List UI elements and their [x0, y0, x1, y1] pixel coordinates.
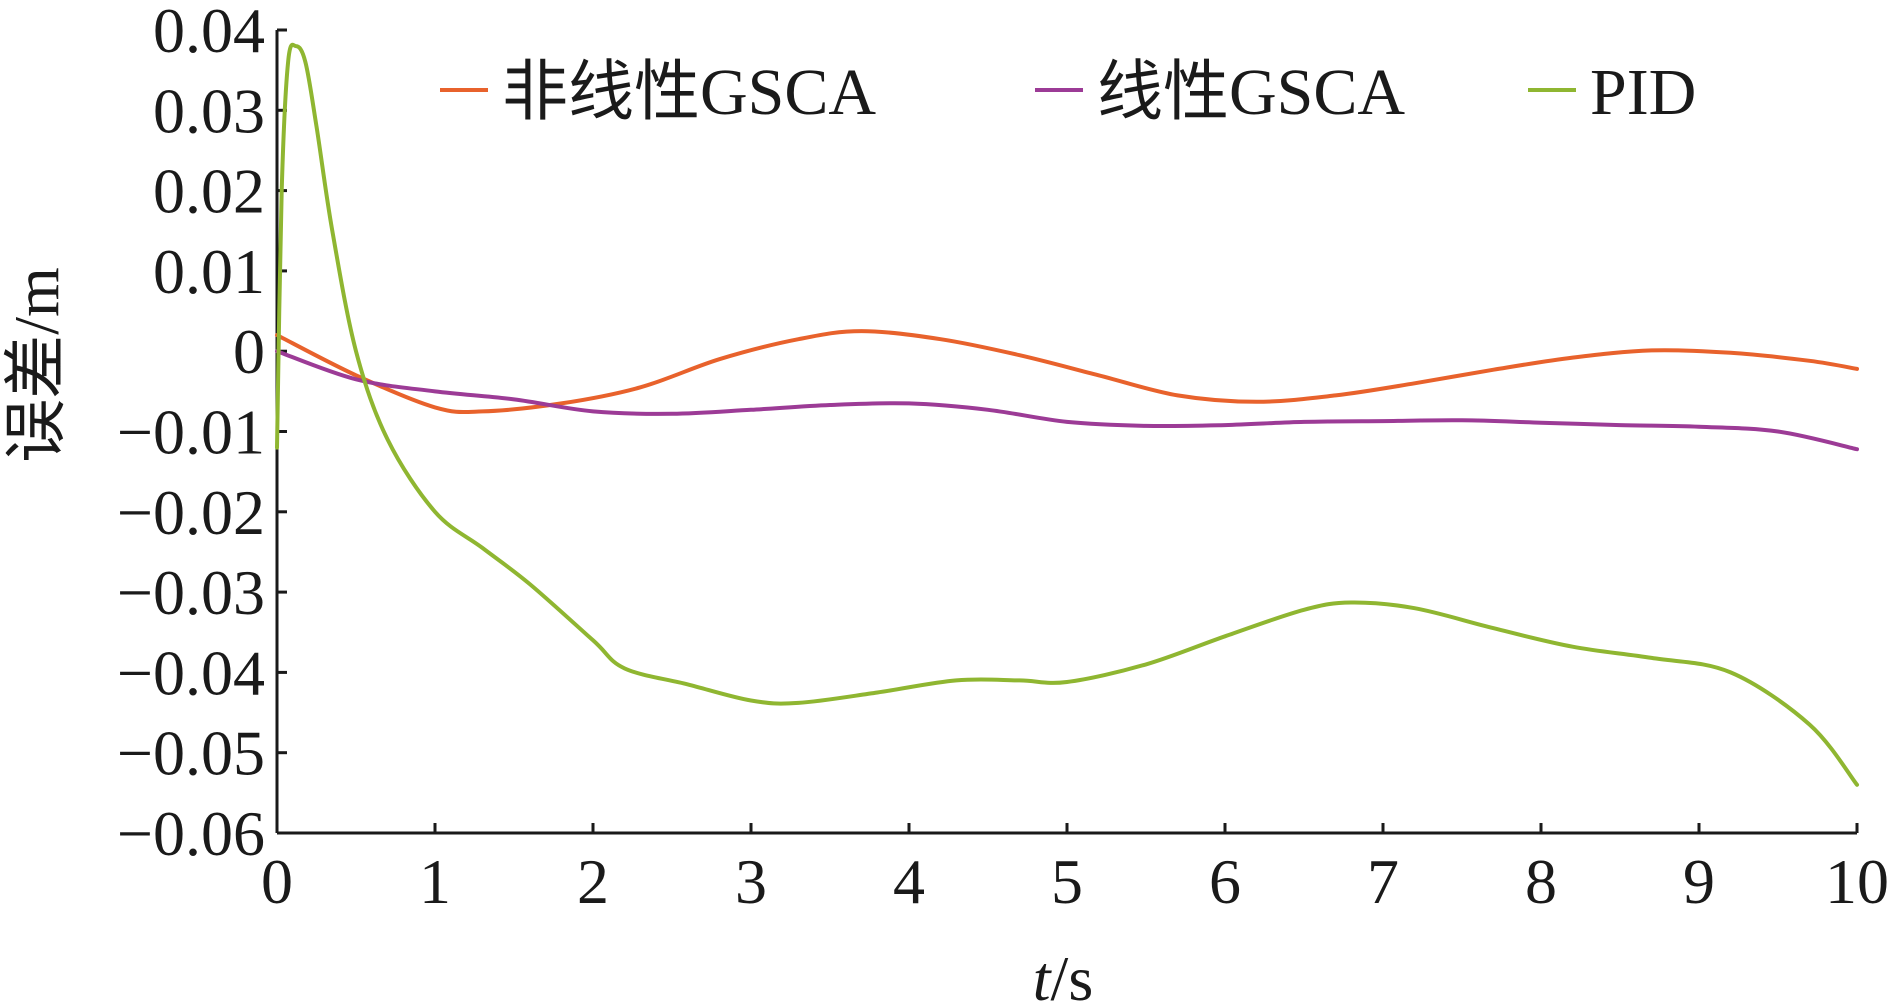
x-axis-title-unit: /s — [1051, 943, 1094, 1006]
y-tick-label: −0.05 — [117, 718, 265, 789]
x-tick-label: 5 — [1051, 846, 1083, 917]
y-axis-title: 误差/m — [1, 267, 72, 463]
x-ticks: 0 1 2 3 4 5 6 7 8 9 10 — [261, 823, 1889, 917]
x-axis-title: t/s — [1033, 943, 1093, 1006]
series-line-linear-gsca — [275, 349, 1859, 452]
x-tick-label: 10 — [1825, 846, 1889, 917]
y-tick-label: −0.04 — [117, 637, 265, 708]
y-tick-label: 0.02 — [153, 156, 265, 227]
x-tick-label: 0 — [261, 846, 293, 917]
y-tick-label: −0.06 — [117, 798, 265, 869]
legend-label-pid: PID — [1590, 56, 1696, 129]
y-ticks: 0.04 0.03 0.02 0.01 0 −0.01 −0.02 −0.03 −0.04 −0.… — [117, 0, 287, 869]
y-tick-label: −0.01 — [117, 397, 265, 468]
y-tick-label: 0.03 — [153, 75, 265, 146]
x-tick-label: 3 — [735, 846, 767, 917]
x-tick-label: 6 — [1209, 846, 1241, 917]
series-line-pid — [275, 42, 1859, 787]
x-axis-title-variable: t — [1033, 943, 1053, 1006]
y-tick-label: −0.02 — [117, 477, 265, 548]
x-tick-label: 2 — [577, 846, 609, 917]
x-tick-label: 7 — [1367, 846, 1399, 917]
y-tick-label: 0.01 — [153, 236, 265, 307]
x-tick-label: 4 — [893, 846, 925, 917]
x-tick-label: 1 — [419, 846, 451, 917]
series-line-nonlinear-gsca — [275, 329, 1859, 415]
legend: 非线性GSCA 线性GSCA PID — [440, 56, 1696, 129]
legend-label-nonlinear-gsca: 非线性GSCA — [502, 56, 876, 129]
x-tick-label: 8 — [1525, 846, 1557, 917]
y-tick-label: 0.04 — [153, 0, 265, 66]
axes: 0.04 0.03 0.02 0.01 0 −0.01 −0.02 −0.03 −0.04 −0.… — [117, 0, 1889, 917]
legend-label-linear-gsca: 线性GSCA — [1097, 56, 1405, 129]
x-tick-label: 9 — [1683, 846, 1715, 917]
y-tick-label: −0.03 — [117, 557, 265, 628]
series-lines — [275, 42, 1859, 787]
y-tick-label: 0 — [233, 316, 265, 387]
